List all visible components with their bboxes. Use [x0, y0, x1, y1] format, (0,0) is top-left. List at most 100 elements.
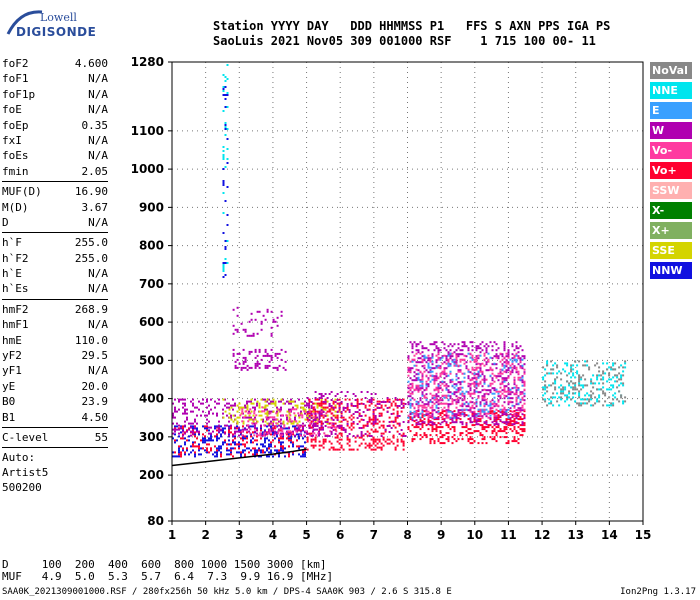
- echo-point: [266, 455, 268, 458]
- echo-point: [469, 383, 472, 386]
- echo-point: [210, 426, 212, 429]
- echo-point: [509, 407, 512, 410]
- echo-point: [292, 443, 294, 446]
- echo-point: [473, 417, 476, 420]
- echo-point: [505, 362, 508, 365]
- echo-point: [268, 447, 270, 450]
- echo-point: [288, 439, 290, 442]
- echo-point: [475, 376, 478, 379]
- echo-point: [303, 434, 306, 437]
- echo-point: [372, 413, 375, 415]
- echo-point: [268, 430, 270, 433]
- echo-point: [374, 448, 377, 451]
- echo-point: [226, 162, 229, 164]
- echo-point: [330, 446, 333, 449]
- echo-point: [421, 365, 424, 368]
- echo-point: [425, 384, 428, 387]
- echo-point: [574, 386, 577, 389]
- echo-point: [499, 428, 502, 431]
- echo-point: [304, 441, 306, 444]
- echo-point: [550, 372, 553, 375]
- echo-point: [210, 435, 212, 438]
- echo-point: [489, 368, 492, 371]
- echo-point: [242, 451, 244, 454]
- echo-point: [392, 424, 395, 427]
- echo-point: [457, 355, 460, 358]
- echo-point: [266, 366, 269, 369]
- echo-point: [455, 378, 458, 381]
- echo-point: [459, 353, 462, 356]
- echo-point: [297, 424, 300, 427]
- echo-point: [376, 418, 379, 421]
- echo-point: [234, 328, 237, 331]
- echo-point: [433, 382, 436, 385]
- echo-point: [521, 364, 524, 367]
- echo-point: [475, 345, 478, 348]
- echo-point: [272, 398, 275, 401]
- echo-point: [455, 395, 458, 398]
- echo-point: [236, 425, 238, 428]
- echo-point: [332, 419, 335, 421]
- echo-point: [471, 382, 474, 385]
- echo-point: [479, 347, 482, 350]
- echo-point: [190, 434, 192, 437]
- echo-point: [204, 414, 206, 417]
- echo-point: [473, 391, 476, 394]
- echo-point: [250, 435, 252, 438]
- echo-point: [276, 410, 278, 413]
- echo-point: [560, 398, 563, 401]
- param-separator: [2, 426, 108, 428]
- echo-point: [196, 414, 198, 417]
- echo-point: [230, 404, 232, 407]
- echo-point: [517, 408, 520, 411]
- echo-point: [417, 406, 420, 409]
- echo-point: [180, 455, 182, 458]
- echo-point: [491, 363, 494, 366]
- echo-point: [248, 418, 251, 421]
- echo-point: [264, 408, 266, 411]
- echo-point: [413, 398, 416, 401]
- echo-point: [457, 438, 460, 441]
- echo-point: [479, 434, 482, 437]
- echo-point: [433, 394, 436, 397]
- echo-point: [247, 424, 250, 427]
- echo-point: [433, 440, 436, 443]
- echo-point: [278, 437, 280, 440]
- echo-point: [507, 353, 510, 356]
- echo-point: [467, 385, 470, 388]
- echo-point: [269, 412, 272, 415]
- echo-point: [521, 398, 524, 401]
- echo-point: [443, 373, 446, 376]
- echo-point: [206, 439, 208, 442]
- echo-point: [483, 379, 486, 382]
- echo-point: [435, 354, 438, 357]
- echo-point: [449, 379, 452, 382]
- echo-point: [411, 360, 414, 363]
- echo-point: [411, 404, 414, 407]
- echo-point: [236, 422, 239, 425]
- echo-point: [314, 408, 316, 411]
- echo-point: [228, 431, 230, 434]
- echo-point: [292, 420, 295, 423]
- echo-point: [224, 128, 227, 130]
- echo-point: [242, 366, 245, 369]
- echo-point: [356, 398, 359, 401]
- echo-point: [612, 398, 615, 401]
- echo-point: [419, 412, 422, 415]
- echo-point: [513, 406, 516, 409]
- echo-point: [222, 398, 225, 401]
- echo-point: [431, 438, 434, 441]
- echo-point: [493, 355, 496, 358]
- echo-point: [519, 398, 522, 401]
- echo-point: [411, 424, 414, 427]
- echo-point: [515, 403, 518, 406]
- echo-point: [443, 368, 446, 371]
- param-value: 4.50: [81, 410, 109, 424]
- echo-point: [574, 376, 577, 379]
- echo-point: [182, 429, 184, 432]
- echo-point: [542, 386, 545, 389]
- param-separator: [2, 232, 108, 234]
- echo-point: [574, 360, 577, 363]
- echo-point: [298, 447, 300, 450]
- echo-point: [421, 384, 424, 387]
